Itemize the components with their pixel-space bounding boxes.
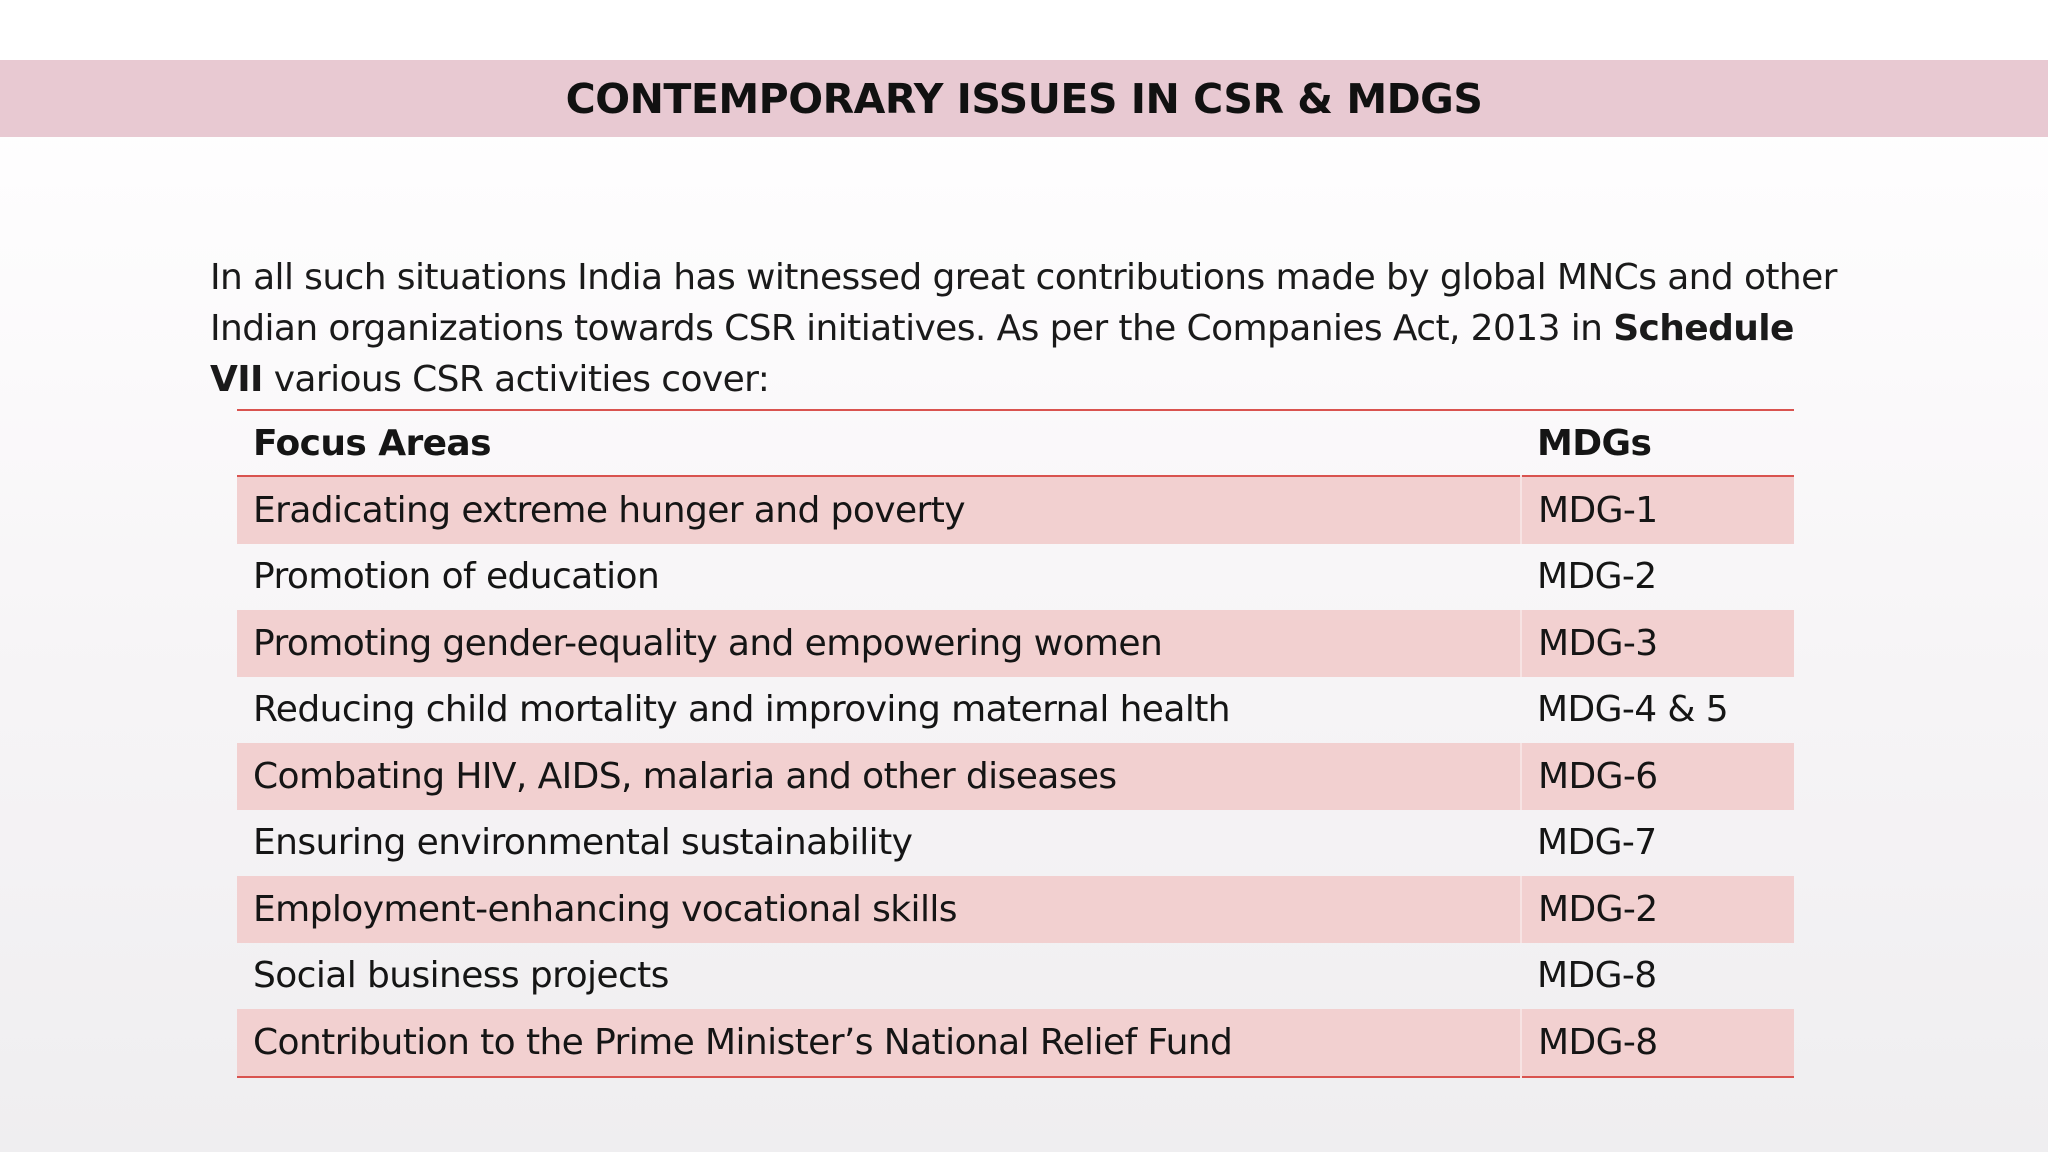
mdg-cell: MDG-8 <box>1520 1009 1794 1077</box>
focus-area-cell: Eradicating extreme hunger and poverty <box>237 476 1521 544</box>
focus-area-cell: Combating HIV, AIDS, malaria and other d… <box>237 743 1521 810</box>
mdg-cell: MDG-6 <box>1520 743 1794 810</box>
table-row: Reducing child mortality and improving m… <box>237 677 1794 744</box>
table-row: Social business projects MDG-8 <box>237 943 1794 1010</box>
header-focus-areas: Focus Areas <box>253 422 492 464</box>
focus-area-cell: Promotion of education <box>253 556 660 598</box>
focus-area-cell: Ensuring environmental sustainability <box>253 822 913 864</box>
mdg-cell: MDG-1 <box>1520 476 1794 544</box>
mdg-cell: MDG-7 <box>1537 822 1657 864</box>
mdg-cell: MDG-2 <box>1537 556 1657 598</box>
focus-area-cell: Contribution to the Prime Minister’s Nat… <box>237 1009 1521 1077</box>
mdg-cell: MDG-4 & 5 <box>1537 689 1729 731</box>
table-row: Combating HIV, AIDS, malaria and other d… <box>237 743 1794 810</box>
focus-area-cell: Reducing child mortality and improving m… <box>253 689 1231 731</box>
mdg-cell: MDG-2 <box>1520 876 1794 943</box>
title-bar: CONTEMPORARY ISSUES IN CSR & MDGS <box>0 60 2048 137</box>
focus-area-cell: Employment-enhancing vocational skills <box>237 876 1521 943</box>
header-mdgs: MDGs <box>1537 422 1652 464</box>
table-row: Promotion of education MDG-2 <box>237 544 1794 611</box>
table-row: Ensuring environmental sustainability MD… <box>237 810 1794 877</box>
intro-text-end: various CSR activities cover: <box>262 359 770 400</box>
focus-area-cell: Promoting gender-equality and empowering… <box>237 610 1521 677</box>
table-row: Promoting gender-equality and empowering… <box>237 610 1794 677</box>
intro-text: In all such situations India has witness… <box>210 257 1837 349</box>
focus-areas-table-wrap: Focus Areas MDGs Eradicating extreme hun… <box>237 409 1794 1078</box>
intro-bold-text: Schedule VII <box>210 308 1794 400</box>
table-header-row: Focus Areas MDGs <box>237 410 1794 476</box>
focus-areas-table: Focus Areas MDGs Eradicating extreme hun… <box>237 409 1794 1078</box>
table-row: Employment-enhancing vocational skills M… <box>237 876 1794 943</box>
top-margin <box>0 0 2048 60</box>
slide-title: CONTEMPORARY ISSUES IN CSR & MDGS <box>565 74 1483 123</box>
focus-area-cell: Social business projects <box>253 955 669 997</box>
mdg-cell: MDG-3 <box>1520 610 1794 677</box>
table-row: Eradicating extreme hunger and poverty M… <box>237 476 1794 544</box>
table-row: Contribution to the Prime Minister’s Nat… <box>237 1009 1794 1077</box>
mdg-cell: MDG-8 <box>1537 955 1657 997</box>
intro-paragraph: In all such situations India has witness… <box>210 252 1850 405</box>
